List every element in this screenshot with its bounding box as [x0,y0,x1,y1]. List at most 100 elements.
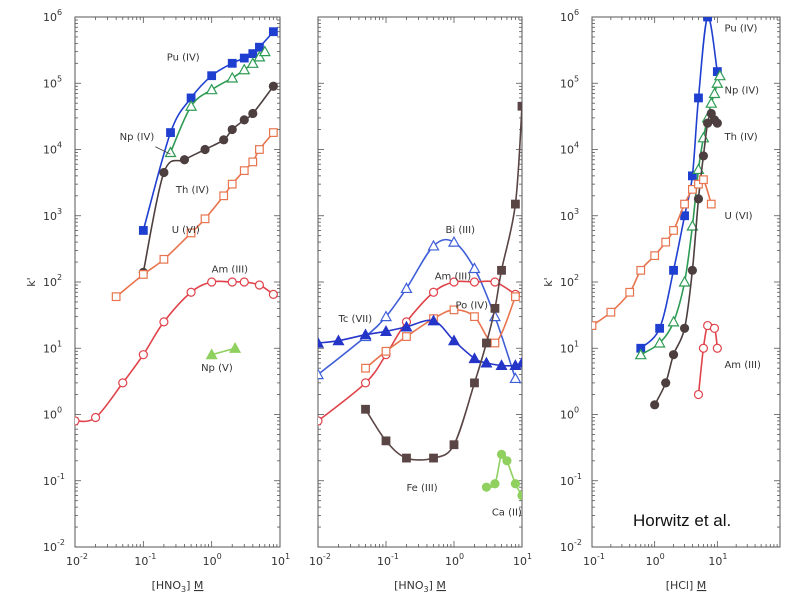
data-point-pu-iv [268,27,278,37]
data-point-u-vi [592,321,597,330]
data-point-am-iii [318,416,323,426]
data-point-th-iv [679,323,690,333]
data-point-fe-iii [429,453,438,463]
x-axis-title: [HNO3] M [394,579,446,594]
data-point-am-iii [75,416,80,426]
y-axis-title: k' [25,277,38,286]
data-point-th-iv [159,167,169,178]
series-th-iv [650,108,722,410]
data-point-pu-iv [703,17,713,22]
y-tick-label: 10-2 [560,538,582,554]
data-point-u-vi [227,179,237,189]
data-point-pu-iv [669,265,678,275]
data-point-am-iii [227,277,237,287]
data-point-ca-ii [510,479,521,489]
data-point-u-vi [706,199,716,209]
data-point-am-iii [159,317,169,327]
data-point-u-vi [138,270,148,279]
data-point-am-iii [118,378,128,388]
data-point-u-vi [669,226,678,235]
data-point-tc-vii [400,320,413,332]
data-point-np-iv [258,45,271,57]
y-tick-label: 10-1 [43,472,65,488]
data-point-tc-vii [318,336,325,348]
data-point-u-vi [625,287,635,297]
series-am-iii [75,277,278,426]
data-point-th-iv [693,194,704,204]
x-tick-label: 101 [708,552,727,568]
data-point-bi-iii [468,262,481,274]
data-point-np-iv [246,57,259,68]
y-tick-label: 10-2 [43,538,65,554]
x-axis-title: [HCl] M [666,579,707,592]
data-point-bi-iii [447,235,461,247]
data-point-pu-iv [239,53,249,63]
series-tc-vii [318,314,522,371]
data-point-ca-ii [481,482,492,492]
data-point-th-iv [239,115,249,125]
data-point-po-iv [381,346,391,356]
data-point-np-iv [678,275,691,287]
data-point-u-vi [186,228,196,238]
data-point-u-vi [219,191,229,201]
series-label-tc-vii: Tc (VII) [337,314,372,325]
y-tick-label: 104 [560,141,579,157]
data-point-u-vi [255,145,264,154]
panel-right: 10-1 100 10110-210-1100101102103104105106[… [542,8,781,592]
data-point-np-iv [705,96,718,108]
data-point-am-iii [712,343,722,353]
y-tick-label: 100 [560,406,579,422]
x-axis-title: [HNO3] M [152,579,204,594]
data-point-pu-iv [687,171,697,181]
series-ca-ii [481,449,522,501]
data-point-tc-vii [379,325,393,336]
data-point-am-iii [469,277,480,287]
y-tick-label: 101 [43,339,62,355]
data-point-pu-iv [680,211,689,221]
data-point-th-iv [179,155,190,165]
data-point-u-vi [200,214,210,224]
data-point-pu-iv [655,323,665,333]
series-label-pu-iv: Pu (IV) [167,53,200,64]
data-point-am-iii [693,389,704,400]
data-point-fe-iii [449,440,459,450]
data-point-th-iv [668,350,679,360]
data-point-tc-vii [495,359,508,371]
data-point-np-iv [713,69,726,81]
data-point-np-iv [226,71,239,83]
data-point-np-iv [708,87,721,99]
data-point-np-iv [185,99,198,111]
data-point-am-iii [207,277,217,287]
data-point-am-iii [268,289,278,299]
x-tick-label: 100 [646,552,665,568]
y-tick-label: 104 [43,141,62,157]
data-point-am-iii [90,412,101,423]
y-tick-label: 103 [43,207,62,223]
data-point-fe-iii [470,378,479,388]
panel-middle: 10-2 10-1 100 101 [HNO3] M Bi (III) Am (III) Po… [309,16,532,594]
x-tick-label: 10-1 [377,552,399,568]
y-tick-label: 10-1 [560,472,582,488]
series-u-vi [111,128,278,302]
data-point-u-vi [606,307,616,317]
data-point-tc-vii [447,334,461,346]
data-point-fe-iii [517,101,522,111]
data-point-pu-iv [166,128,175,137]
y-tick-label: 106 [43,8,62,24]
data-point-am-iii [138,350,148,360]
credit-text: Horwitz et al. [633,511,732,531]
data-point-np-iv [653,336,666,348]
series-label-u-vi: U (VI) [172,225,200,236]
panel-left: 10-2 10-1 100 101 10-2 10-1 100 101 102 103 104 105… [25,8,290,594]
data-point-am-iii [698,343,709,353]
series-np-iv [164,45,271,158]
data-point-np-iv [205,83,218,95]
data-point-th-iv [227,124,237,135]
series-label-am-iii: Am (III) [724,360,761,371]
data-point-am-iii [239,277,249,287]
x-tick-label: 101 [513,552,532,568]
data-point-tc-vii [468,352,481,364]
series-label-am-iii: Am (III) [435,271,472,282]
data-point-th-iv [219,135,229,145]
